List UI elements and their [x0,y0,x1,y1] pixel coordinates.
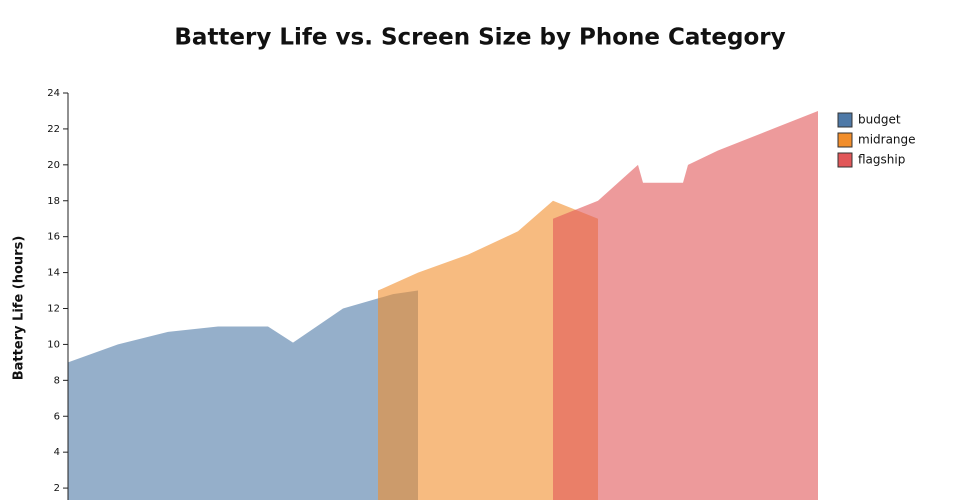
legend: budget midrange flagship [837,112,916,168]
y-tick-label: 14 [47,268,60,279]
y-tick-label: 16 [47,232,60,243]
y-tick-label: 12 [47,304,60,315]
y-tick-label: 6 [54,411,60,422]
area [378,200,598,500]
y-tick-label: 8 [54,375,60,386]
y-tick-label: 18 [47,196,60,207]
legend-swatch [837,112,853,128]
legend-label: midrange [858,133,916,147]
area [68,290,418,500]
y-axis-label: Battery Life (hours) [12,236,27,381]
y-tick-label: 2 [54,483,60,494]
y-tick-label: 4 [54,447,60,458]
legend-swatch [837,132,853,148]
y-tick-label: 10 [47,339,60,350]
area [553,110,818,500]
chart-title: Battery Life vs. Screen Size by Phone Ca… [174,25,785,51]
y-tick-label: 24 [47,88,60,99]
y-tick-label: 20 [47,160,60,171]
areas [68,110,818,500]
legend-label: flagship [858,153,905,167]
legend-swatch [837,152,853,168]
legend-label: budget [858,113,901,127]
y-tick-label: 22 [47,124,60,135]
